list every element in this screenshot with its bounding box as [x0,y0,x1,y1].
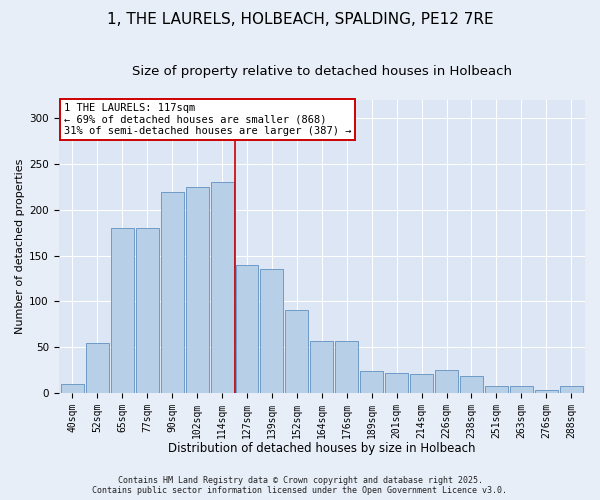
Bar [485,386,508,393]
Bar [385,372,408,393]
Bar [360,371,383,393]
Bar [286,310,308,393]
Bar [310,340,333,393]
Text: 1 THE LAURELS: 117sqm
← 69% of detached houses are smaller (868)
31% of semi-det: 1 THE LAURELS: 117sqm ← 69% of detached … [64,103,352,136]
X-axis label: Distribution of detached houses by size in Holbeach: Distribution of detached houses by size … [168,442,476,455]
Title: Size of property relative to detached houses in Holbeach: Size of property relative to detached ho… [132,65,512,78]
Bar [136,228,158,393]
Bar [236,264,259,393]
Text: Contains HM Land Registry data © Crown copyright and database right 2025.
Contai: Contains HM Land Registry data © Crown c… [92,476,508,495]
Bar [435,370,458,393]
Y-axis label: Number of detached properties: Number of detached properties [15,158,25,334]
Bar [510,386,533,393]
Bar [185,187,209,393]
Bar [260,270,283,393]
Bar [161,192,184,393]
Bar [410,374,433,393]
Bar [560,386,583,393]
Bar [335,340,358,393]
Bar [86,342,109,393]
Bar [211,182,233,393]
Bar [111,228,134,393]
Bar [460,376,483,393]
Bar [535,390,558,393]
Bar [61,384,84,393]
Text: 1, THE LAURELS, HOLBEACH, SPALDING, PE12 7RE: 1, THE LAURELS, HOLBEACH, SPALDING, PE12… [107,12,493,28]
